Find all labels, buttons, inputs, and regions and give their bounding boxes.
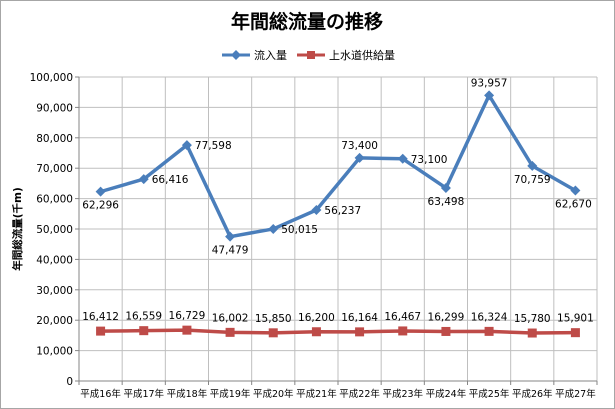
y-tick-label: 40,000 — [36, 254, 73, 266]
data-point-inflow — [225, 231, 236, 242]
data-point-supply — [527, 328, 537, 338]
y-tick-label: 0 — [66, 376, 73, 388]
legend-item-inflow: 流入量 — [222, 48, 287, 62]
data-label-inflow: 56,237 — [324, 205, 361, 217]
x-tick-label: 平成18年 — [167, 388, 208, 400]
y-tick-labels: 0 10,000 20,000 30,000 40,000 50,000 60,000 70,… — [30, 72, 73, 388]
y-tick-label: 100,000 — [30, 72, 73, 84]
y-tick-label: 60,000 — [36, 194, 73, 206]
data-point-supply — [355, 327, 365, 337]
chart-title: 年間総流量の推移 — [231, 10, 383, 33]
data-point-supply — [139, 326, 149, 336]
data-label-supply: 16,412 — [82, 311, 119, 323]
data-point-inflow — [311, 205, 322, 216]
data-label-inflow: 50,015 — [281, 224, 318, 236]
data-label-supply: 15,901 — [557, 313, 594, 325]
x-tick-label: 平成24年 — [426, 388, 467, 400]
data-point-inflow — [138, 174, 149, 185]
y-axis-label: 年間総流量(千m) — [11, 187, 24, 271]
data-point-inflow — [527, 160, 538, 171]
x-tick-label: 平成26年 — [512, 388, 553, 400]
y-tick-label: 70,000 — [36, 163, 73, 175]
data-label-inflow: 63,498 — [428, 196, 465, 208]
data-label-inflow: 62,670 — [555, 198, 592, 210]
data-point-supply — [96, 326, 106, 336]
x-tick-label: 平成22年 — [339, 388, 380, 400]
legend: 流入量 上水道供給量 — [222, 48, 395, 62]
legend-marker-supply — [307, 51, 315, 59]
data-labels: 62,296 66,416 77,598 47,479 50,015 56,237 73,4… — [82, 77, 594, 325]
data-label-supply: 16,729 — [169, 310, 206, 322]
x-tick-label: 平成17年 — [123, 388, 164, 400]
y-tick-label: 10,000 — [36, 346, 73, 358]
x-tick-labels: 平成16年 平成17年 平成18年 平成19年 平成20年 平成21年 平成22年 平成23年… — [80, 388, 596, 400]
data-label-supply: 16,002 — [212, 312, 249, 324]
y-tick-label: 80,000 — [36, 133, 73, 145]
data-point-inflow — [570, 185, 581, 196]
data-point-supply — [311, 327, 321, 337]
data-label-inflow: 73,100 — [411, 154, 448, 166]
x-tick-label: 平成19年 — [210, 388, 251, 400]
data-point-supply — [570, 328, 580, 338]
y-tick-label: 90,000 — [36, 102, 73, 114]
data-label-supply: 16,164 — [341, 312, 378, 324]
y-tick-label: 50,000 — [36, 224, 73, 236]
data-label-inflow: 77,598 — [195, 140, 232, 152]
data-point-inflow — [268, 223, 279, 234]
legend-label-inflow: 流入量 — [254, 48, 287, 62]
x-tick-label: 平成20年 — [253, 388, 294, 400]
data-label-inflow: 47,479 — [212, 245, 249, 257]
data-label-supply: 16,324 — [471, 311, 508, 323]
axes — [75, 76, 598, 385]
series-line-inflow — [100, 93, 577, 239]
data-label-inflow: 66,416 — [152, 174, 189, 186]
series-layer — [95, 90, 581, 338]
data-point-inflow — [440, 182, 451, 193]
data-point-inflow — [484, 90, 495, 101]
y-tick-label: 20,000 — [36, 315, 73, 327]
data-point-supply — [398, 326, 408, 336]
data-label-supply: 16,200 — [298, 312, 335, 324]
data-point-inflow — [354, 152, 365, 163]
data-point-supply — [182, 325, 192, 335]
x-tick-label: 平成16年 — [80, 388, 121, 400]
data-point-supply — [484, 326, 494, 336]
data-point-supply — [225, 327, 235, 337]
grid — [79, 76, 598, 381]
x-tick-label: 平成25年 — [469, 388, 510, 400]
legend-marker-inflow — [231, 50, 241, 60]
data-label-supply: 16,467 — [384, 311, 421, 323]
data-label-supply: 15,780 — [514, 313, 551, 325]
data-label-inflow: 70,759 — [514, 174, 551, 186]
data-point-supply — [441, 326, 451, 336]
data-label-supply: 16,559 — [125, 311, 162, 323]
x-tick-label: 平成21年 — [296, 388, 337, 400]
data-point-supply — [268, 328, 278, 338]
data-label-inflow: 62,296 — [82, 200, 119, 212]
data-label-supply: 16,299 — [428, 311, 465, 323]
data-point-inflow — [95, 186, 106, 197]
data-label-inflow: 73,400 — [341, 140, 378, 152]
y-tick-label: 30,000 — [36, 285, 73, 297]
data-point-inflow — [397, 153, 408, 164]
legend-label-supply: 上水道供給量 — [329, 48, 395, 62]
data-point-inflow — [181, 140, 192, 151]
data-label-supply: 15,850 — [255, 313, 292, 325]
data-label-inflow: 93,957 — [471, 77, 508, 89]
x-tick-label: 平成27年 — [555, 388, 596, 400]
x-tick-label: 平成23年 — [382, 388, 423, 400]
series-line-supply — [100, 328, 576, 335]
legend-item-supply: 上水道供給量 — [297, 48, 395, 62]
